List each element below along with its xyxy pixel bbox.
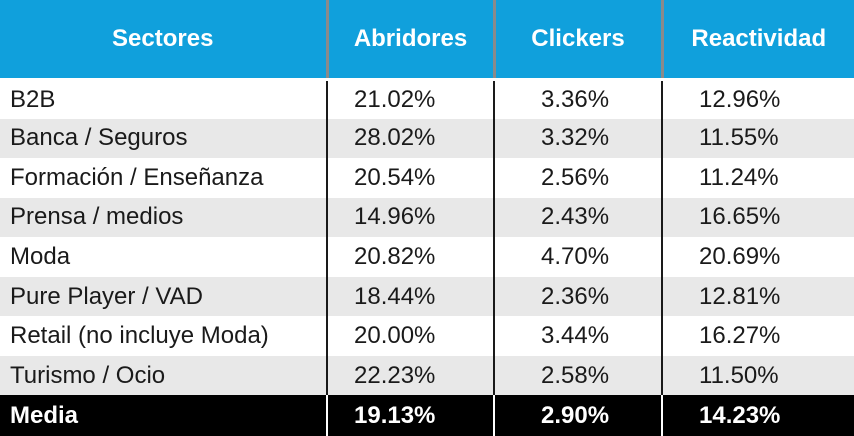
sector-cell: Prensa / medios xyxy=(0,197,327,238)
header-reactividad: Reactividad xyxy=(660,0,854,81)
sector-cell: Retail (no incluye Moda) xyxy=(10,322,269,350)
abridores-cell: 20.54% xyxy=(326,158,494,198)
reactividad-cell: 16.65% xyxy=(661,197,854,238)
abridores-cell: 21.02% xyxy=(326,79,494,119)
total-clickers: 2.90% xyxy=(493,395,662,436)
reactividad-cell: 11.24% xyxy=(661,158,854,198)
header-sectores: Sectores xyxy=(0,0,327,81)
table-row: B2B 21.02% 3.36% 12.96% xyxy=(0,79,854,119)
abridores-cell: 20.82% xyxy=(326,237,494,277)
sector-cell: B2B xyxy=(10,85,56,113)
header-row: Sectores Abridores Clickers Reactividad xyxy=(0,0,854,81)
sector-cell: Formación / Enseñanza xyxy=(10,163,264,191)
reactividad-cell: 11.55% xyxy=(661,118,854,159)
total-abridores: 19.13% xyxy=(326,395,494,436)
reactividad-cell: 12.81% xyxy=(661,276,854,317)
clickers-cell: 3.32% xyxy=(493,118,662,159)
abridores-cell: 22.23% xyxy=(326,355,494,396)
table-row: Formación / Enseñanza 20.54% 2.56% 11.24… xyxy=(0,158,854,198)
sector-cell: Moda xyxy=(10,242,71,270)
abridores-cell: 28.02% xyxy=(326,118,494,159)
table-row: Prensa / medios 14.96% 2.43% 16.65% xyxy=(0,197,854,238)
reactividad-cell: 16.27% xyxy=(661,316,854,356)
clickers-cell: 3.36% xyxy=(493,79,662,119)
clickers-cell: 2.58% xyxy=(493,355,662,396)
total-row: Media 19.13% 2.90% 14.23% xyxy=(0,395,854,436)
sector-cell: Turismo / Ocio xyxy=(0,355,327,396)
reactividad-cell: 20.69% xyxy=(661,237,854,277)
reactividad-cell: 12.96% xyxy=(661,79,854,119)
table-row: Retail (no incluye Moda) 20.00% 3.44% 16… xyxy=(0,316,854,356)
clickers-cell: 2.36% xyxy=(493,276,662,317)
abridores-cell: 20.00% xyxy=(326,316,494,356)
table-row: Turismo / Ocio 22.23% 2.58% 11.50% xyxy=(0,355,854,396)
abridores-cell: 18.44% xyxy=(326,276,494,317)
reactividad-cell: 11.50% xyxy=(661,355,854,396)
table-row: Moda 20.82% 4.70% 20.69% xyxy=(0,237,854,277)
table-row: Banca / Seguros 28.02% 3.32% 11.55% xyxy=(0,118,854,159)
total-label: Media xyxy=(0,395,327,436)
sector-cell: Pure Player / VAD xyxy=(0,276,327,317)
header-clickers: Clickers xyxy=(492,0,662,81)
total-reactividad: 14.23% xyxy=(661,395,854,436)
clickers-cell: 3.44% xyxy=(493,316,662,356)
clickers-cell: 2.43% xyxy=(493,197,662,238)
header-abridores: Abridores xyxy=(325,0,494,81)
sector-cell: Banca / Seguros xyxy=(0,118,327,159)
clickers-cell: 2.56% xyxy=(493,158,662,198)
table-row: Pure Player / VAD 18.44% 2.36% 12.81% xyxy=(0,276,854,317)
abridores-cell: 14.96% xyxy=(326,197,494,238)
clickers-cell: 4.70% xyxy=(493,237,662,277)
